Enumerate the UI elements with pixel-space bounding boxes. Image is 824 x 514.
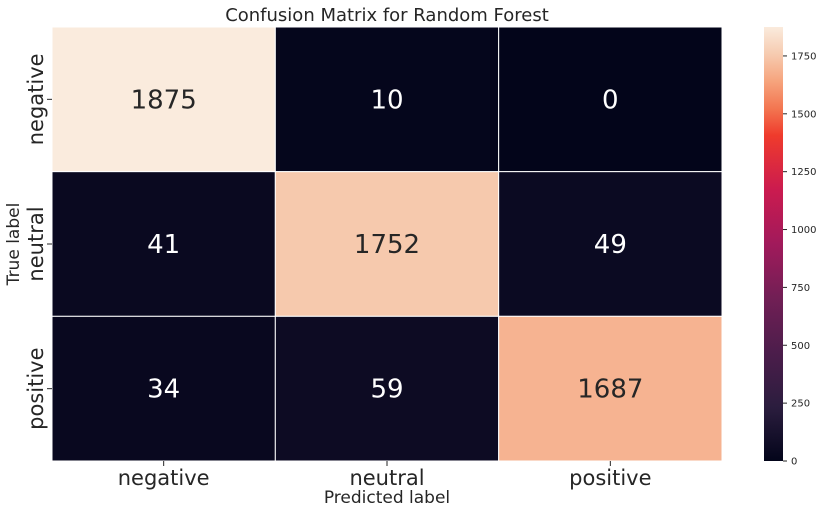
cell-value-label: 1875 xyxy=(131,85,197,115)
heatmap-cell xyxy=(498,171,723,317)
x-tick-label: negative xyxy=(118,466,210,490)
colorbar-tick-label: 0 xyxy=(791,457,797,468)
cell-value-label: 41 xyxy=(147,230,180,260)
cell-value-label: 10 xyxy=(370,85,403,115)
heatmap-cell xyxy=(51,315,276,462)
cell-value-label: 49 xyxy=(594,230,627,260)
x-axis-label: Predicted label xyxy=(324,488,450,508)
heatmap-cell xyxy=(274,171,500,317)
y-tick-label: neutral xyxy=(24,206,48,281)
y-axis-label: True label xyxy=(4,203,24,287)
colorbar-tick-label: 750 xyxy=(791,283,810,294)
colorbar-tick-label: 1250 xyxy=(791,167,816,178)
cell-value-label: 34 xyxy=(147,375,180,405)
heatmap-cell xyxy=(51,171,276,317)
heatmap-cells: 1875 10 0 41 1752 49 34 59 1687 xyxy=(51,26,723,462)
y-tick-labels: negative neutral positive xyxy=(24,53,52,430)
heatmap-cell xyxy=(274,315,500,462)
y-tick-label: positive xyxy=(24,347,48,429)
cell-value-label: 0 xyxy=(602,85,619,115)
cell-value-label: 1752 xyxy=(354,230,420,260)
heatmap-cell xyxy=(498,26,723,173)
colorbar-tick-label: 500 xyxy=(791,341,810,352)
cell-value-label: 59 xyxy=(370,375,403,405)
heatmap-cell xyxy=(274,26,500,173)
x-tick-label: positive xyxy=(569,466,651,490)
y-tick-label: negative xyxy=(24,53,48,145)
chart-title: Confusion Matrix for Random Forest xyxy=(225,5,549,26)
colorbar-tick-label: 1000 xyxy=(791,225,816,236)
x-tick-labels: negative neutral positive xyxy=(118,461,652,490)
x-tick-label: neutral xyxy=(349,466,424,490)
colorbar-tick-label: 1500 xyxy=(791,109,816,120)
cell-value-label: 1687 xyxy=(577,375,643,405)
colorbar-tick-label: 1750 xyxy=(791,51,816,62)
heatmap-cell xyxy=(51,26,276,173)
colorbar-ticks: 0 250 500 750 1000 1250 1500 1750 xyxy=(783,51,816,468)
colorbar-tick-label: 250 xyxy=(791,399,810,410)
colorbar xyxy=(764,27,783,461)
